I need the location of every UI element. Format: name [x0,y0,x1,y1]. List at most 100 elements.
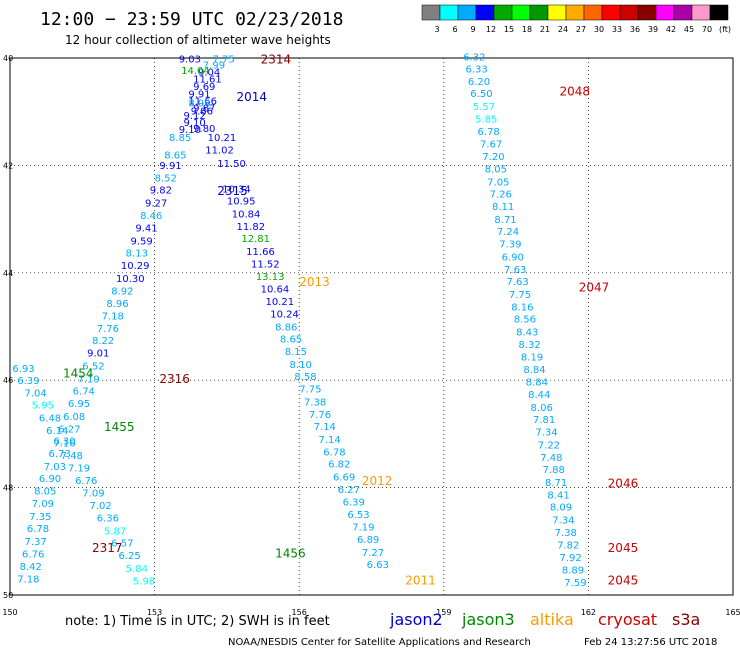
swh-value: 6.76 [22,549,44,560]
swh-value: 7.59 [564,578,586,589]
colorbar-swatch [457,4,477,21]
swh-value: 8.52 [155,174,177,185]
swh-value: 7.19 [352,523,374,534]
swh-value: 9.82 [150,185,172,196]
swh-value: 6.48 [39,414,61,425]
swh-value: 9.59 [131,236,153,247]
swh-value: 13.13 [256,272,285,283]
swh-value: 6.27 [58,424,80,435]
swh-value: 6.73 [49,449,71,460]
swh-value: 10.29 [121,261,150,272]
swh-value: 7.76 [309,410,331,421]
colorbar-swatch [637,4,657,21]
time-label-cryosat: 2045 [608,573,639,587]
swh-value: 11.02 [205,146,234,157]
swh-value: 10.95 [227,197,256,208]
colorbar-label: 36 [630,25,640,34]
swh-value: 7.75 [509,290,531,301]
swh-value: 8.16 [511,302,533,313]
footer-timestamp: Feb 24 13:27:56 UTC 2018 [584,637,717,648]
swh-value: 8.84 [523,365,545,376]
y-tick-label: 44 [3,269,13,278]
swh-value: 6.93 [12,364,34,375]
swh-value: 7.24 [497,227,519,238]
swh-value: 7.48 [61,451,83,462]
swh-value: 8.58 [294,372,316,383]
swh-value: 5.87 [104,526,126,537]
swh-value: 6.78 [27,524,49,535]
swh-value: 10.64 [261,285,290,296]
colorbar-label: 21 [540,25,550,34]
swh-value: 8.13 [126,249,148,260]
swh-value: 7.19 [68,463,90,474]
swh-value: 12.81 [241,234,270,245]
swh-value: 10.21 [208,133,237,144]
colorbar-swatch [691,4,711,21]
swh-value: 5.57 [473,102,495,113]
y-tick-label: 48 [3,484,13,493]
colorbar-swatch [493,4,513,21]
swh-value: 11.61 [193,75,222,86]
swh-value: 7.39 [499,240,521,251]
colorbar-swatch [619,4,639,21]
swh-value: 8.32 [519,340,541,351]
swh-value: 8.71 [494,215,516,226]
swh-value: 6.52 [82,361,104,372]
swh-value: 7.19 [77,374,99,385]
swh-value: 11.66 [188,97,217,108]
swh-value: 8.15 [285,347,307,358]
y-tick-label: 42 [3,161,13,170]
swh-value: 7.05 [487,177,509,188]
swh-value: 9.69 [193,82,215,93]
swh-value: 8.65 [280,335,302,346]
swh-value: 8.11 [492,202,514,213]
y-tick-label: 40 [3,54,13,63]
swh-value: 9.12 [184,111,206,122]
axis-ticks: 150 153 156 159 162 165 40 42 44 46 48 50 [2,54,740,617]
swh-value: 7.67 [480,140,502,151]
swh-value: 7.75 [299,385,321,396]
swh-value: 8.19 [521,352,543,363]
swh-value: 7.02 [90,501,112,512]
colorbar-label: 33 [612,25,622,34]
time-label-jason3: 1455 [104,420,135,434]
colorbar-label: 12 [486,25,496,34]
swh-value: 7.20 [482,152,504,163]
colorbar-label: 42 [666,25,676,34]
swh-value: 11.82 [237,222,266,233]
y-tick-label: 46 [3,376,13,385]
swh-value: 8.96 [106,299,128,310]
swh-value: 8.56 [514,315,536,326]
grid [10,58,733,595]
swh-value: 8.41 [547,490,569,501]
colorbar-label: 45 [684,25,694,34]
swh-value: 7.27 [362,548,384,559]
swh-value: 8.84 [526,378,548,389]
swh-value: 10.21 [265,297,294,308]
swh-value: 7.63 [506,277,528,288]
time-label-cryosat: 2046 [608,477,639,491]
swh-value: 5.95 [32,401,54,412]
time-label-jason3: 1456 [275,546,306,560]
colorbar-label: 3 [434,25,439,34]
x-tick-label: 150 [2,608,17,617]
swh-value: 7.18 [17,575,39,586]
swh-value: 7.04 [24,388,46,399]
plot-frame [9,57,734,596]
swh-value: 7.76 [97,324,119,335]
time-label-altika: 2011 [405,573,436,587]
swh-value: 9.87 [193,104,215,115]
swh-value: 7.16 [53,438,75,449]
swh-value: 8.44 [528,390,550,401]
x-tick-label: 159 [436,608,451,617]
swh-value: 6.63 [367,560,389,571]
colorbar-label: 18 [522,25,532,34]
swh-value: 6.39 [343,497,365,508]
x-tick-label: 162 [581,608,596,617]
swh-value: 10.34 [222,184,251,195]
swh-value: 6.78 [323,447,345,458]
time-label-jason2: 2315 [217,184,248,198]
swh-value: 7.18 [102,312,124,323]
swh-value: 9.10 [184,118,206,129]
